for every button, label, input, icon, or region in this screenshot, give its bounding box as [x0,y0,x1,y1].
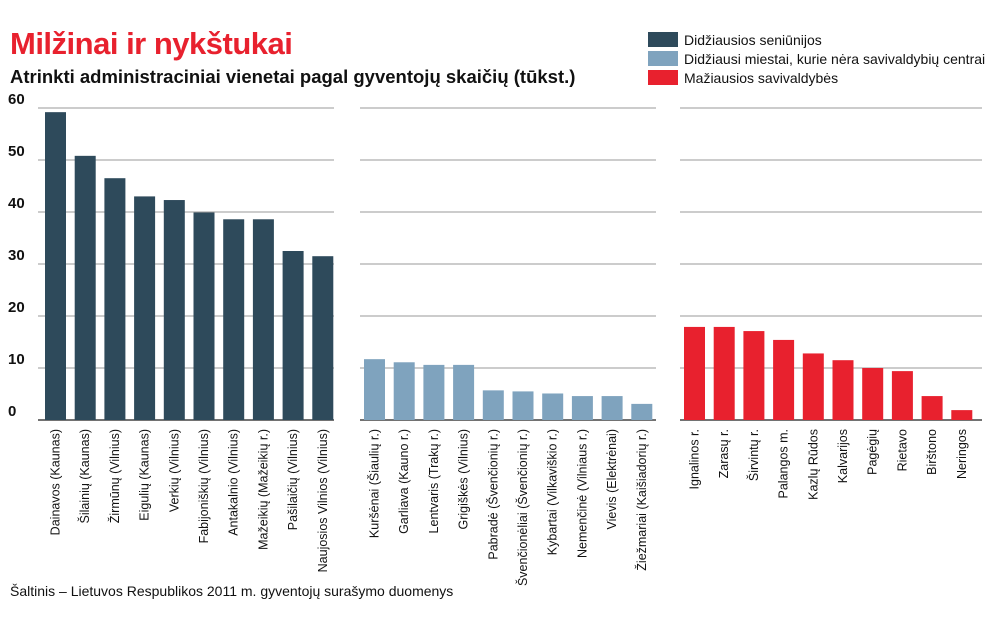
bar [453,364,475,420]
bar [862,368,884,420]
bar [684,326,705,420]
category-label: Neringos [955,429,969,479]
legend-label-savivaldybes: Mažiausios savivaldybės [684,69,839,86]
bar [393,362,415,420]
category-label: Kuršėnai (Šiaulių r.) [367,429,382,538]
bar [74,155,96,420]
category-labels-layer: Dainavos (Kaunas) Šilainių (Kaunas) Žirmūn… [49,429,969,586]
category-label: Fabijoniškių (Vilnius) [197,429,211,543]
legend-label-miestai: Didžiausi miestai, kurie nėra savivaldyb… [684,50,986,67]
legend: Didžiausios seniūnijos Didžiausi miestai… [648,30,985,87]
category-label: Nemenčinė (Vilniaus r.) [575,429,589,558]
legend-item-savivaldybes: Mažiausios savivaldybės [648,68,985,87]
bar [601,396,623,420]
bar [891,371,913,420]
source-note: Šaltinis – Lietuvos Respublikos 2011 m. … [10,583,454,599]
legend-item-seniunijos: Didžiausios seniūnijos [648,30,985,49]
bar [282,251,304,420]
category-label: Pabradė (Švenčionių r.) [485,429,500,560]
category-label: Rietavo [895,429,909,471]
category-label: Eigulių (Kaunas) [138,429,152,521]
category-label: Vievis (Elektrėnai) [605,429,619,530]
y-tick-label: 30 [8,247,25,264]
category-label: Zarasų r. [717,429,731,478]
bar [223,219,245,420]
bar [252,219,274,420]
bar [773,339,795,420]
category-label: Dainavos (Kaunas) [49,429,63,535]
category-label: Naujosios Vilnios (Vilnius) [316,429,330,572]
legend-swatch-seniunijos [648,32,678,47]
category-label: Kalvarijos [836,429,850,483]
bars-layer [45,112,973,420]
y-tick-label: 10 [8,351,25,368]
bar [482,390,504,420]
category-label: Kazlų Rūdos [806,429,820,500]
bar [832,360,854,420]
category-label: Verkių (Vilnius) [167,429,181,512]
bar [423,364,445,420]
y-tick-label: 50 [8,143,25,160]
category-label: Žirmūnų (Vilnius) [107,429,122,523]
y-tick-label: 20 [8,299,25,316]
bar [312,256,334,420]
chart-title: Milžinai ir nykštukai [10,26,293,61]
category-label: Pagėgių [866,429,880,475]
legend-swatch-miestai [648,51,678,66]
bar [713,326,735,420]
category-label: Lentvaris (Trakų r.) [427,429,441,533]
bar [631,403,653,420]
category-label: Garliava (Kauno r.) [397,429,411,534]
category-label: Ignalinos r. [688,429,702,489]
y-axis: 0 10 20 30 40 50 60 [8,91,25,420]
chart-subtitle: Atrinkti administraciniai vienetai pagal… [10,66,576,87]
bar [743,331,765,420]
category-label: Antakalnio (Vilnius) [227,429,241,536]
bar [45,112,66,420]
category-label: Širvintų r. [746,429,761,481]
bar [542,393,564,420]
bar [134,196,156,420]
category-label: Birštono [925,429,939,475]
category-label: Šilainių (Kaunas) [77,429,92,524]
category-label: Pašilaičių (Vilnius) [286,429,300,530]
bar [951,410,973,420]
bar [802,353,824,420]
category-label: Švenčionėliai (Švenčionių r.) [515,429,530,586]
category-label: Žiežmariai (Kaišiadorių r.) [634,429,649,571]
bar [364,359,385,420]
legend-swatch-savivaldybes [648,70,678,85]
bar [571,396,593,420]
y-tick-label: 60 [8,91,25,108]
bar [921,396,943,420]
category-label: Kybartai (Vilkaviškio r.) [546,429,560,555]
y-tick-label: 40 [8,195,25,212]
legend-label-seniunijos: Didžiausios seniūnijos [684,31,822,48]
legend-item-miestai: Didžiausi miestai, kurie nėra savivaldyb… [648,49,985,68]
bar [163,200,185,420]
bar [193,212,215,420]
bar [512,391,534,420]
bar [104,178,126,420]
category-label: Palangos m. [777,429,791,498]
category-label: Mažeikių (Mažeikių r.) [256,429,270,550]
category-label: Grigiškės (Vilnius) [457,429,471,530]
y-tick-label: 0 [8,403,16,420]
